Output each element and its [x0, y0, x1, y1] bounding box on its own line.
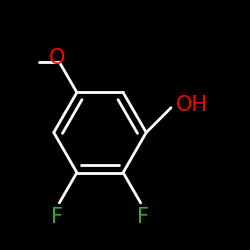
Text: OH: OH: [176, 95, 208, 115]
Text: F: F: [137, 206, 149, 227]
Text: O: O: [49, 48, 65, 68]
Text: F: F: [51, 206, 63, 227]
